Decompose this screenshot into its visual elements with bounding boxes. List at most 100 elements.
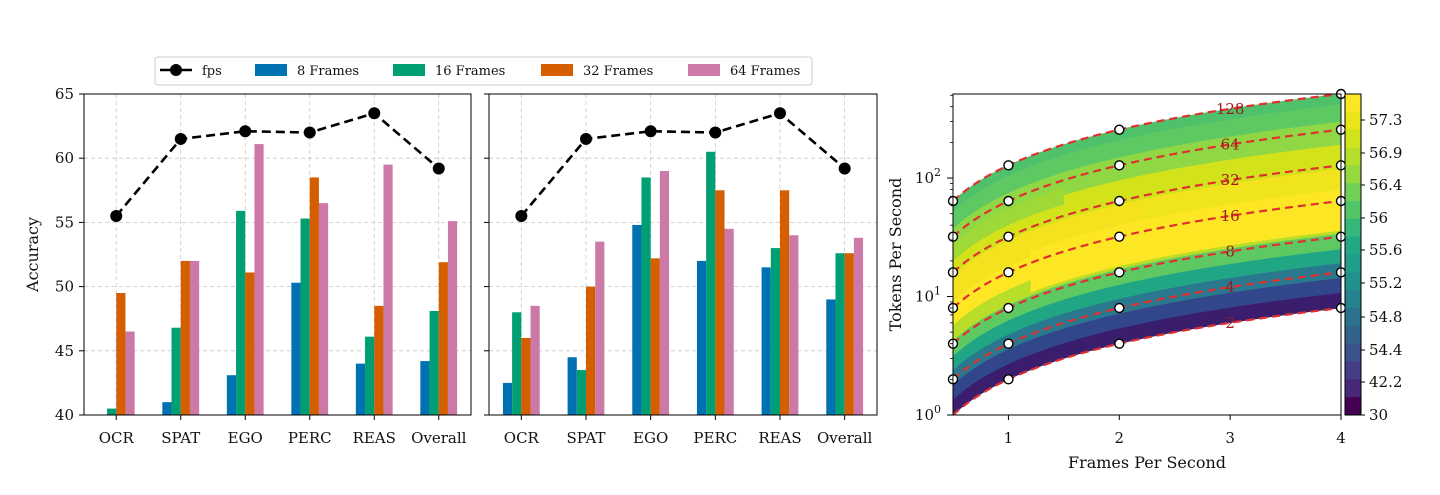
bar-8-frames-overall [826, 299, 836, 415]
x-tick-label-ocr: OCR [99, 429, 135, 447]
legend-swatch-3 [541, 64, 573, 76]
bar-16-frames-spat [576, 370, 586, 415]
x-tick-label-overall: Overall [817, 429, 873, 447]
bar-8-frames-spat [162, 402, 172, 415]
y-tick-label: 100 [915, 403, 941, 424]
bar-32-frames-perc [309, 177, 319, 415]
bar-16-frames-reas [770, 248, 780, 415]
bar-8-frames-spat [567, 357, 577, 415]
colorbar-segment [1345, 165, 1361, 184]
colorbar-segment [1345, 129, 1361, 148]
bar-16-frames-perc [300, 218, 310, 415]
colorbar-tick-label: 57.3 [1369, 111, 1402, 129]
sample-point [1114, 160, 1125, 171]
bar-8-frames-perc [696, 260, 707, 415]
legend-swatch-1 [255, 64, 287, 76]
x-tick-label: 2 [1115, 429, 1125, 447]
colorbar-tick-label: 55.2 [1369, 274, 1402, 292]
bar-8-frames-overall [420, 361, 430, 415]
colorbar-tick-label: 55.6 [1369, 241, 1402, 259]
bar-32-frames-spat [586, 286, 596, 415]
fps-point-perc [303, 126, 316, 139]
bar-32-frames-ego [245, 272, 255, 415]
bar-64-frames-spat [595, 241, 605, 415]
y-axis-label: Accuracy [23, 217, 42, 293]
colorbar-segment [1345, 325, 1361, 345]
colorbar-tick-label: 42.2 [1369, 373, 1402, 391]
legend-label-3: 32 Frames [583, 64, 653, 79]
x-tick-label: 1 [1004, 429, 1014, 447]
bar-16-frames-ego [641, 177, 651, 415]
x-tick-label-spat: SPAT [566, 429, 605, 447]
sample-point [1003, 338, 1014, 349]
fps-point-overall [838, 162, 851, 175]
x-tick-label: 3 [1225, 429, 1235, 447]
colorbar-segment [1345, 218, 1361, 238]
bar-64-frames-ego [254, 144, 264, 416]
bar-8-frames-ego [226, 375, 237, 415]
colorbar-segment [1345, 397, 1361, 416]
colorbar: 57.3 56.9 56.4 56 55.6 55.2 54.8 54.4 42.2 30 [1344, 93, 1402, 424]
fps-point-reas [774, 107, 786, 120]
bar-64-frames-ocr [530, 305, 540, 415]
bar-16-frames-ocr [107, 408, 117, 415]
x-tick-label-reas: REAS [353, 429, 396, 447]
y-tick-label: 50 [55, 278, 74, 296]
bar-32-frames-ocr [521, 337, 531, 415]
fps-point-ocr [110, 209, 123, 222]
contour-line-4 [953, 271, 1341, 381]
contour-line-8 [953, 235, 1341, 345]
bar-64-frames-perc [318, 203, 329, 415]
heatmap-chart: 2 4 8 16 32 64 128 1 2 3 4 100 101 102 Frames Per Seco… [886, 88, 1347, 472]
bar-64-frames-overall [853, 237, 864, 415]
sample-point [1114, 231, 1125, 242]
x-tick-label-ocr: OCR [504, 429, 540, 447]
bar-16-frames-ego [236, 210, 246, 415]
legend-swatch-4 [688, 64, 720, 76]
bar-64-frames-reas [789, 235, 799, 415]
bar-32-frames-reas [780, 190, 790, 415]
colorbar-segment [1345, 111, 1361, 131]
sample-point [1114, 302, 1125, 314]
contour-line-64 [953, 128, 1341, 238]
sample-point [1114, 195, 1125, 207]
y-tick-label: 102 [915, 166, 941, 187]
bar-64-frames-perc [724, 228, 734, 415]
axes-frame [83, 93, 472, 416]
x-tick-label-overall: Overall [411, 429, 467, 447]
sample-point [1003, 231, 1014, 242]
bar-32-frames-ocr [116, 293, 126, 415]
colorbar-segment [1345, 308, 1361, 327]
sample-point [1003, 195, 1014, 207]
bar-8-frames-perc [291, 282, 301, 415]
colorbar-segment [1345, 343, 1361, 362]
fps-line [520, 111, 846, 217]
fps-point-ego [644, 125, 657, 138]
contour-label-128: 128 [1216, 100, 1245, 118]
colorbar-segment [1345, 361, 1361, 380]
legend: fps 8 Frames 16 Frames 32 Frames 64 Frames [154, 56, 813, 86]
bar-8-frames-ego [632, 224, 642, 415]
sample-point [1003, 302, 1014, 314]
legend-label-1: 8 Frames [297, 64, 359, 79]
fps-point-ocr [515, 209, 528, 222]
contour-label-2: 2 [1225, 314, 1235, 332]
bar-16-frames-reas [365, 336, 375, 415]
y-tick-label: 45 [55, 342, 74, 360]
bar-8-frames-ocr [502, 382, 513, 415]
contour-line-32 [953, 164, 1341, 274]
legend-label-4: 64 Frames [730, 64, 800, 79]
contour-line-2 [953, 306, 1341, 415]
bar-8-frames-reas [355, 363, 366, 415]
contour-line-16 [953, 199, 1341, 309]
bar-8-frames-reas [761, 267, 771, 415]
colorbar-segment [1345, 201, 1361, 220]
legend-label-2: 16 Frames [435, 64, 505, 79]
x-tick-label-reas: REAS [758, 429, 801, 447]
colorbar-tick-label: 56.4 [1369, 176, 1402, 194]
bar-16-frames-ocr [512, 312, 522, 415]
x-tick-label: 4 [1336, 429, 1346, 447]
sample-point [1003, 267, 1014, 278]
x-tick-label-ego: EGO [633, 429, 668, 447]
heatmap-highlight [953, 187, 1064, 261]
